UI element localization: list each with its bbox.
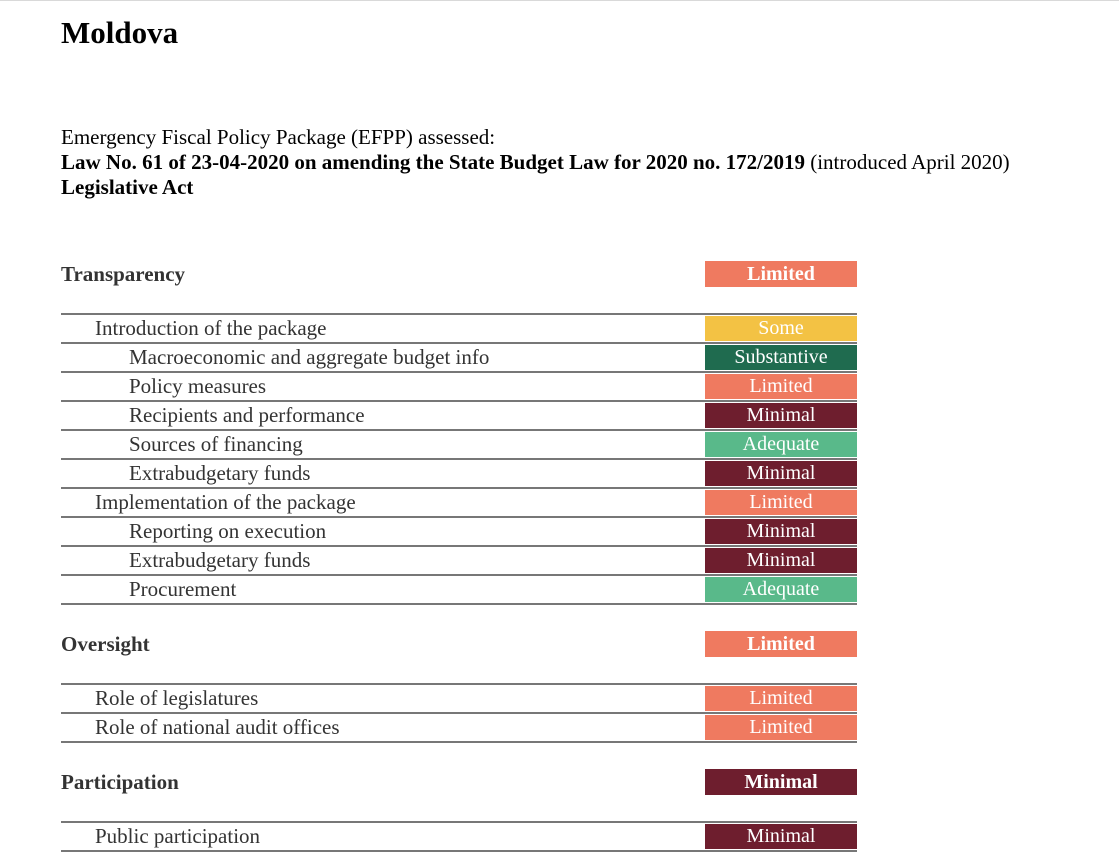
section-oversight: Oversight Limited Role of legislatures Li… (61, 631, 857, 743)
section-header: Oversight Limited (61, 631, 857, 657)
section-title: Transparency (61, 262, 186, 286)
row-label: Role of national audit offices (95, 715, 340, 739)
row-label: Implementation of the package (95, 490, 356, 514)
indicator-table: Role of legislatures Limited Role of nati… (61, 683, 857, 743)
section-rating-badge: Minimal (705, 769, 857, 795)
indicator-table: Introduction of the package Some Macroeco… (61, 313, 857, 605)
table-row: Extrabudgetary funds Minimal (61, 460, 857, 489)
rating-badge: Limited (705, 686, 857, 711)
act-type-line: Legislative Act (61, 175, 1010, 200)
section-transparency: Transparency Limited Introduction of the… (61, 261, 857, 605)
row-label: Macroeconomic and aggregate budget info (129, 345, 490, 369)
rating-badge: Adequate (705, 577, 857, 602)
row-label: Extrabudgetary funds (129, 461, 311, 485)
section-rating-badge: Limited (705, 631, 857, 657)
rating-badge: Limited (705, 490, 857, 515)
table-row: Role of national audit offices Limited (61, 714, 857, 743)
rating-badge: Limited (705, 715, 857, 740)
section-header: Participation Minimal (61, 769, 857, 795)
table-row: Role of legislatures Limited (61, 685, 857, 714)
row-label: Policy measures (129, 374, 267, 398)
section-title: Oversight (61, 632, 150, 656)
table-row: Reporting on execution Minimal (61, 518, 857, 547)
rating-badge: Some (705, 316, 857, 341)
law-line: Law No. 61 of 23-04-2020 on amending the… (61, 150, 1010, 175)
page-top-border (0, 0, 1119, 1)
rating-badge: Minimal (705, 403, 857, 428)
row-label: Recipients and performance (129, 403, 365, 427)
act-type: Legislative Act (61, 175, 194, 199)
row-label: Introduction of the package (95, 316, 327, 340)
table-row: Implementation of the package Limited (61, 489, 857, 518)
table-row: Introduction of the package Some (61, 315, 857, 344)
table-row: Public participation Minimal (61, 823, 857, 852)
rating-badge: Adequate (705, 432, 857, 457)
rating-badge: Minimal (705, 824, 857, 849)
table-row: Procurement Adequate (61, 576, 857, 605)
rating-badge: Minimal (705, 461, 857, 486)
assessed-label: Emergency Fiscal Policy Package (EFPP) a… (61, 125, 496, 149)
row-label: Sources of financing (129, 432, 303, 456)
table-row: Policy measures Limited (61, 373, 857, 402)
table-row: Extrabudgetary funds Minimal (61, 547, 857, 576)
law-title: Law No. 61 of 23-04-2020 on amending the… (61, 150, 805, 174)
row-label: Reporting on execution (129, 519, 327, 543)
row-label: Public participation (95, 824, 261, 848)
rating-badge: Minimal (705, 519, 857, 544)
section-header: Transparency Limited (61, 261, 857, 287)
section-title: Participation (61, 770, 179, 794)
row-label: Extrabudgetary funds (129, 548, 311, 572)
table-row: Recipients and performance Minimal (61, 402, 857, 431)
indicator-table: Public participation Minimal (61, 821, 857, 852)
rating-badge: Limited (705, 374, 857, 399)
table-row: Macroeconomic and aggregate budget info S… (61, 344, 857, 373)
page-title: Moldova (61, 15, 179, 50)
row-label: Procurement (129, 577, 237, 601)
package-intro: Emergency Fiscal Policy Package (EFPP) a… (61, 125, 1010, 200)
rating-badge: Minimal (705, 548, 857, 573)
row-label: Role of legislatures (95, 686, 259, 710)
section-rating-badge: Limited (705, 261, 857, 287)
table-row: Sources of financing Adequate (61, 431, 857, 460)
law-introduced: (introduced April 2020) (804, 150, 1010, 174)
section-participation: Participation Minimal Public participati… (61, 769, 857, 852)
rating-badge: Substantive (705, 345, 857, 370)
